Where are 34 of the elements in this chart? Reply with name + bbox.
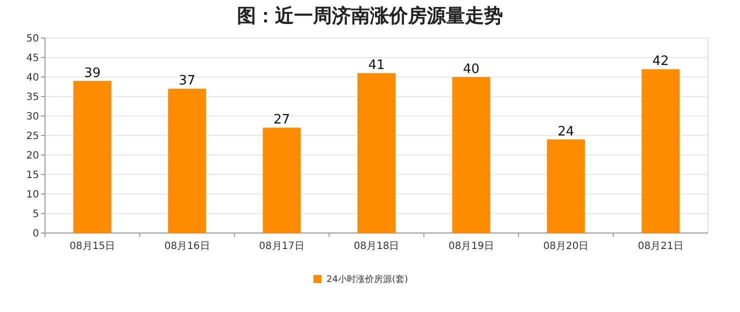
x-tick-label: 08月19日: [448, 241, 494, 252]
bar: [358, 73, 396, 233]
y-tick-label: 40: [26, 72, 39, 84]
bar: [168, 88, 206, 233]
y-tick-label: 5: [32, 209, 39, 220]
data-label: 41: [368, 58, 385, 74]
data-label: 39: [84, 66, 101, 81]
data-label: 27: [274, 112, 290, 128]
y-tick-label: 35: [26, 92, 39, 103]
y-tick-label: 20: [26, 150, 39, 162]
chart-title: 图：近一周济南涨价房源量走势: [237, 5, 503, 27]
x-tick-label: 08月17日: [259, 241, 305, 252]
data-label: 37: [178, 74, 196, 89]
x-tick-label: 08月15日: [70, 241, 116, 252]
bar: [262, 128, 301, 233]
y-tick-label: 25: [26, 131, 39, 142]
legend-label: 24小时涨价房源(套): [326, 274, 408, 285]
data-label: 42: [652, 54, 669, 70]
y-tick-label: 0: [32, 228, 39, 240]
x-tick-label: 08月20日: [543, 241, 589, 252]
y-tick-label: 30: [26, 112, 39, 122]
x-tick-label: 08月18日: [354, 241, 400, 252]
y-tick-label: 45: [26, 53, 39, 64]
data-label: 24: [558, 124, 574, 140]
y-tick-label: 10: [26, 190, 39, 200]
x-tick-label: 08月16日: [164, 241, 210, 252]
data-label: 40: [462, 62, 480, 77]
bar: [642, 69, 680, 233]
y-tick-label: 50: [26, 34, 39, 44]
x-tick-label: 08月21日: [638, 241, 684, 252]
bar: [73, 80, 112, 233]
bar: [546, 139, 585, 233]
y-tick-label: 15: [26, 170, 39, 181]
bar: [452, 77, 490, 233]
